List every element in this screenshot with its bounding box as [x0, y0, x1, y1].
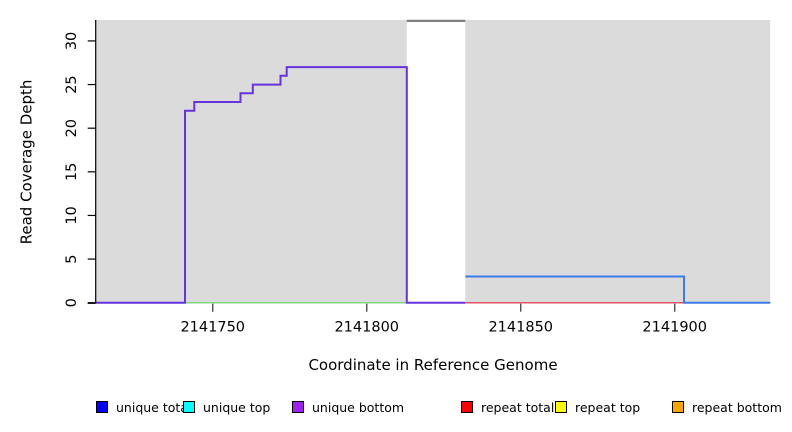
legend-label: repeat bottom: [692, 399, 782, 415]
legend-label: repeat top: [575, 399, 641, 415]
unique-total-swatch-icon: [96, 401, 108, 413]
legend-item-repeat-top: repeat top: [555, 397, 640, 417]
covered-region-left: [95, 20, 407, 303]
y-tick-label: 5: [64, 254, 80, 263]
y-axis-title: Read Coverage Depth: [17, 79, 36, 245]
legend-label: repeat total: [481, 399, 555, 415]
repeat-total-swatch-icon: [461, 401, 473, 413]
y-tick-label: 10: [64, 206, 80, 224]
legend-label: unique bottom: [312, 399, 405, 415]
legend-label: unique total: [116, 399, 192, 415]
y-tick-label: 15: [64, 163, 80, 181]
covered-region-right: [465, 20, 771, 303]
coverage-left-purple-line: [95, 66, 466, 304]
legend-item-repeat-total: repeat total: [461, 397, 554, 417]
x-tick-label: 2141900: [642, 320, 707, 336]
legend-item-repeat-bottom: repeat bottom: [672, 397, 782, 417]
x-tick-label: 2141750: [180, 320, 245, 336]
repeat-bottom-swatch-icon: [672, 401, 684, 413]
x-tick-label: 2141800: [334, 320, 399, 336]
coverage-right-blue-line: [465, 275, 771, 304]
repeat-top-swatch-icon: [555, 401, 567, 413]
unique-top-swatch-icon: [183, 401, 195, 413]
legend-item-unique-top: unique top: [183, 397, 270, 417]
x-tick-label: 2141850: [488, 320, 553, 336]
legend-item-unique-total: unique total: [96, 397, 191, 417]
legend: unique total unique top unique bottom re…: [0, 397, 792, 421]
x-axis-title: Coordinate in Reference Genome: [308, 356, 558, 374]
y-tick-label: 25: [64, 75, 80, 93]
legend-item-unique-bottom: unique bottom: [292, 397, 404, 417]
y-tick-label: 30: [64, 32, 80, 50]
unique-bottom-swatch-icon: [292, 401, 304, 413]
y-tick-label: 20: [64, 119, 80, 137]
y-tick-label: 0: [64, 298, 80, 307]
legend-label: unique top: [203, 399, 271, 415]
